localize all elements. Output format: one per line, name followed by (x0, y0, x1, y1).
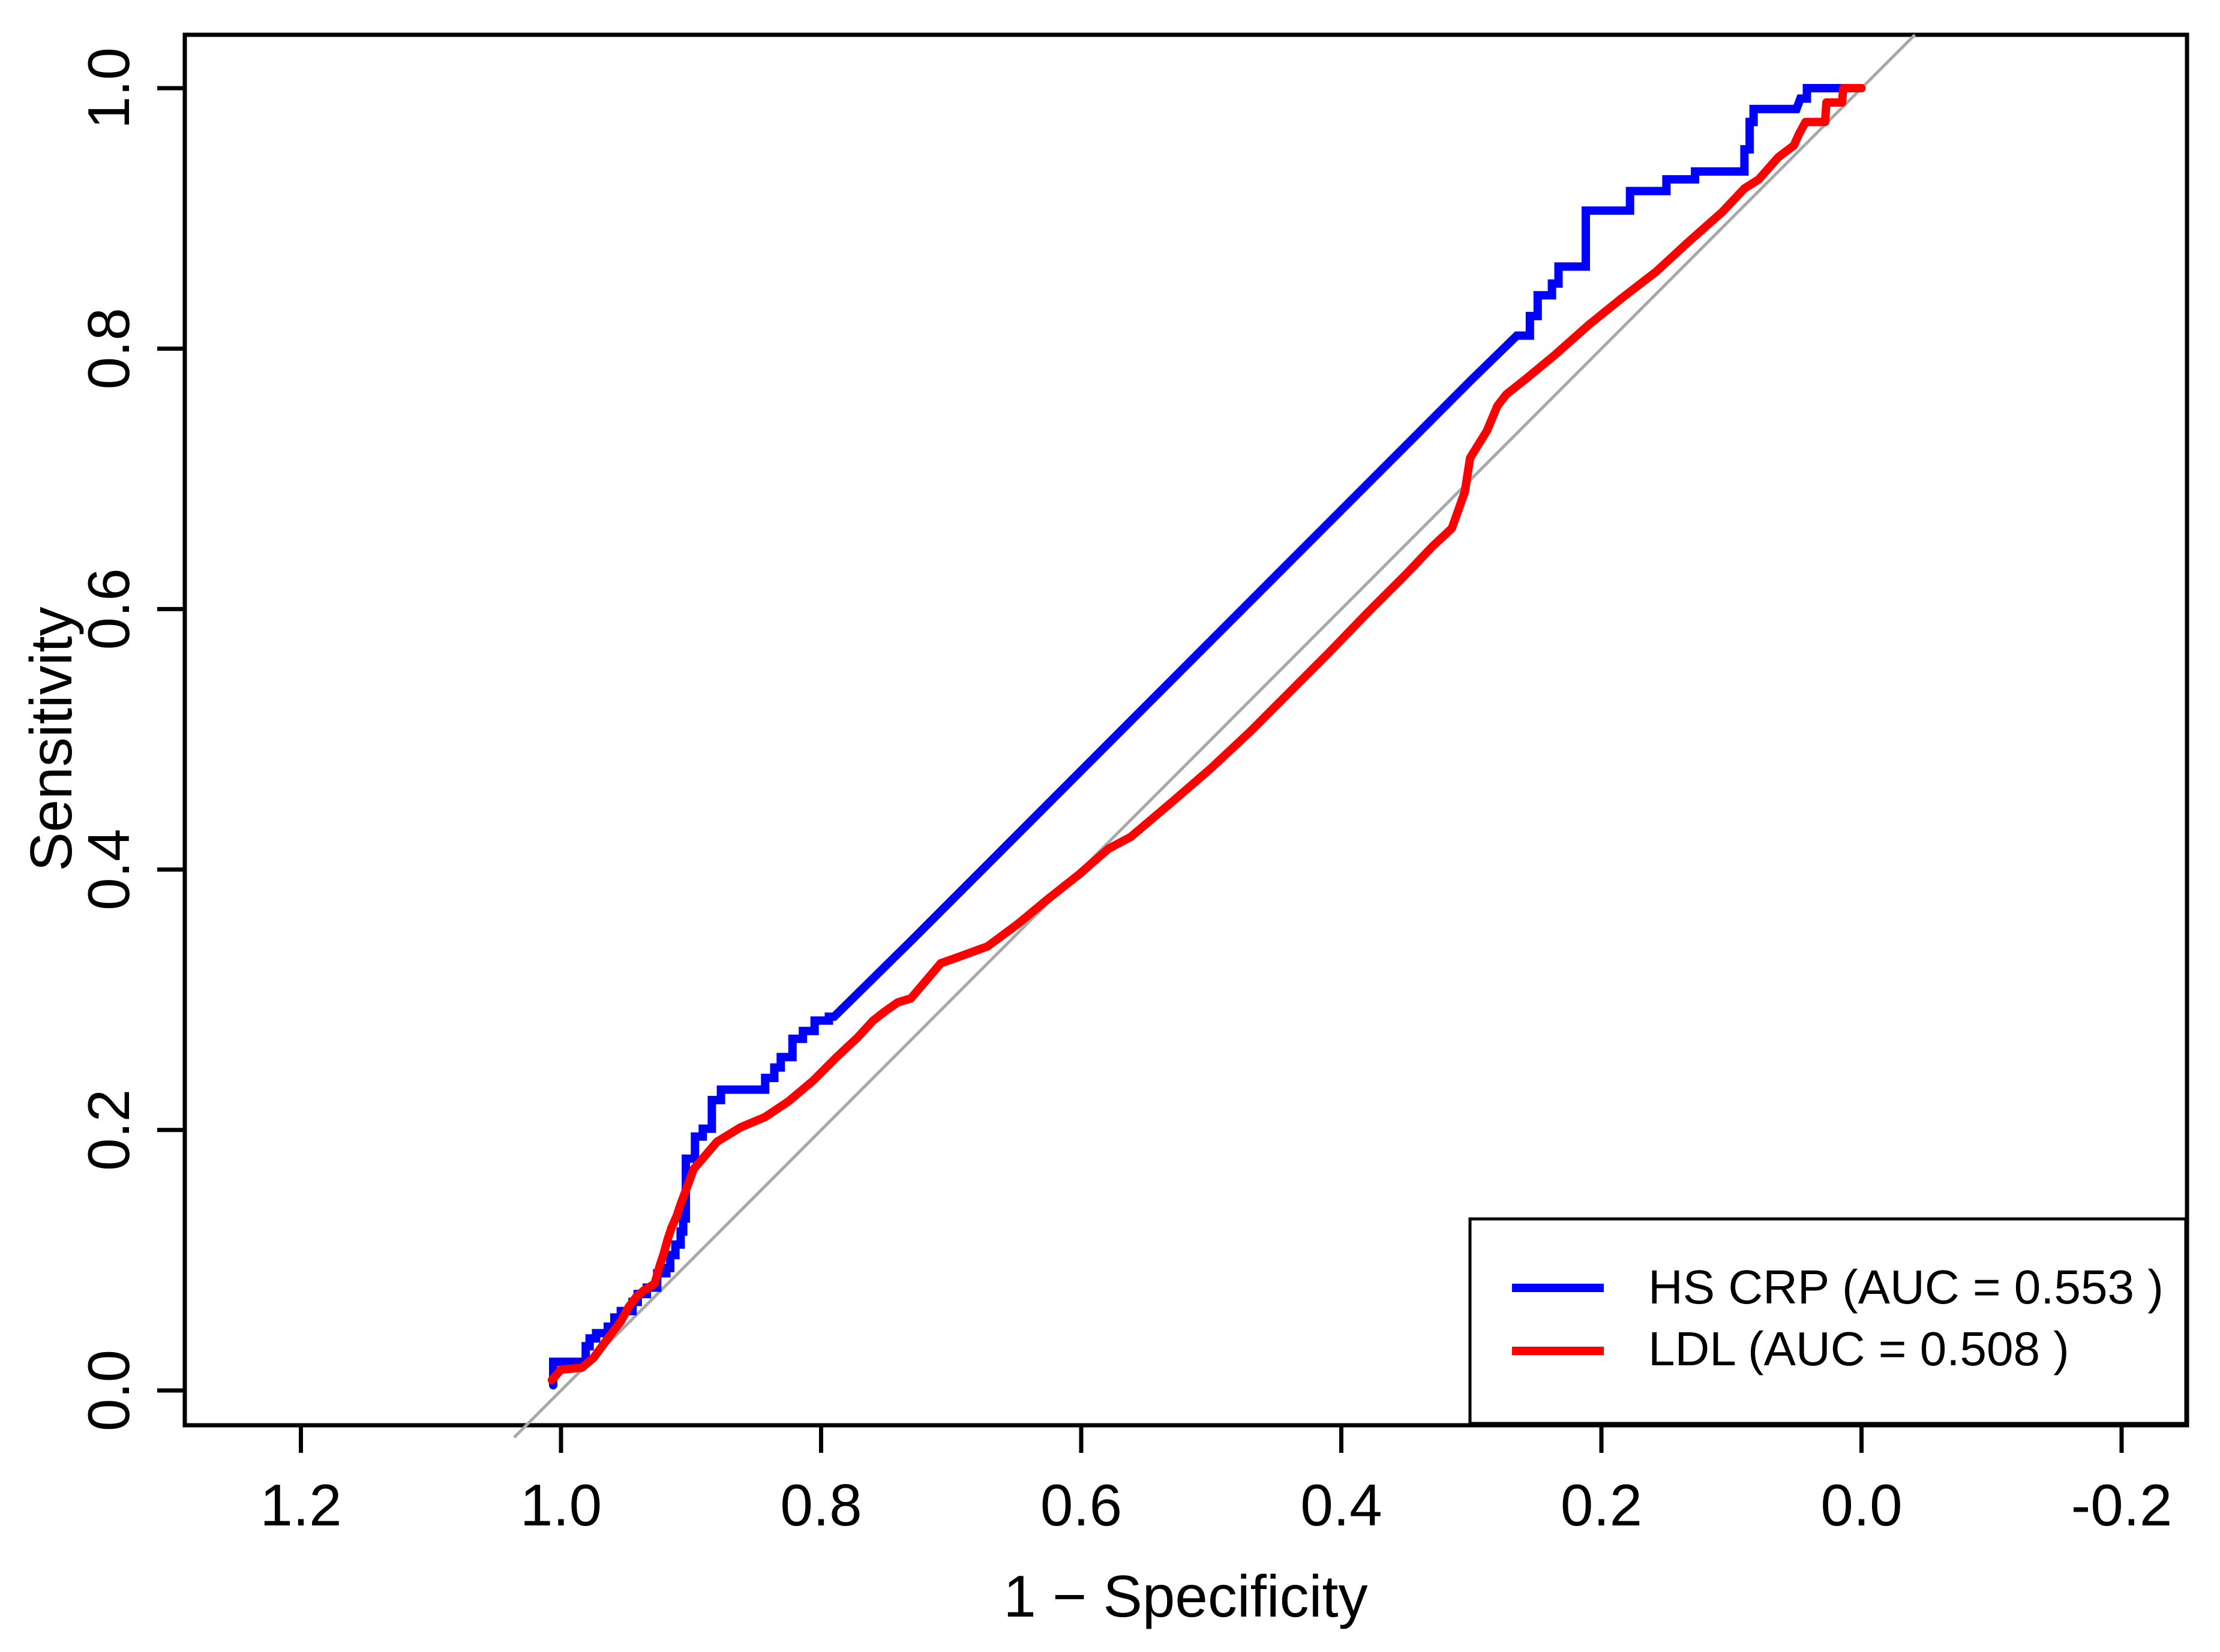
x-tick-label: 1.2 (260, 1472, 341, 1538)
legend-label-hs-crp: HS CRP (AUC = 0.553 ) (1648, 1260, 2164, 1314)
y-tick-label: 0.4 (76, 828, 142, 910)
y-tick-label: 0.0 (76, 1350, 142, 1431)
legend-box (1468, 1217, 2188, 1425)
roc-curves (547, 84, 1866, 1390)
x-axis: 1.2 1.0 0.8 0.6 0.4 0.2 0.0 -0.2 (260, 1425, 2172, 1538)
y-tick-label: 1.0 (76, 47, 142, 129)
reference-diagonal-line (513, 34, 1916, 1438)
x-tick-label: 0.8 (780, 1472, 862, 1538)
y-axis-title: Sensitivity (18, 606, 84, 871)
x-tick-label: -0.2 (2071, 1472, 2173, 1538)
x-tick-label: 0.6 (1040, 1472, 1122, 1538)
x-tick-label: 0.4 (1300, 1472, 1382, 1538)
y-tick-label: 0.6 (76, 568, 142, 650)
x-tick-label: 0.2 (1561, 1472, 1642, 1538)
plot-frame (182, 32, 2189, 1428)
reference-line (513, 34, 1916, 1438)
legend-item-ldl: LDL (AUC = 0.508 ) (1512, 1322, 2069, 1375)
legend: HS CRP (AUC = 0.553 ) LDL (AUC = 0.508 ) (1468, 1217, 2188, 1425)
y-axis: 0.0 0.2 0.4 0.6 0.8 1.0 (76, 47, 185, 1431)
roc-curve-ldl (547, 84, 1866, 1384)
x-tick-label: 0.0 (1820, 1472, 1902, 1538)
y-tick-label: 0.8 (76, 308, 142, 389)
roc-curve-hs-crp (549, 84, 1846, 1390)
x-tick-label: 1.0 (520, 1472, 602, 1538)
y-tick-label: 0.2 (76, 1089, 142, 1171)
legend-label-ldl: LDL (AUC = 0.508 ) (1648, 1322, 2069, 1375)
legend-item-hs-crp: HS CRP (AUC = 0.553 ) (1512, 1260, 2164, 1314)
x-axis-title: 1 − Specificity (1003, 1563, 1367, 1629)
